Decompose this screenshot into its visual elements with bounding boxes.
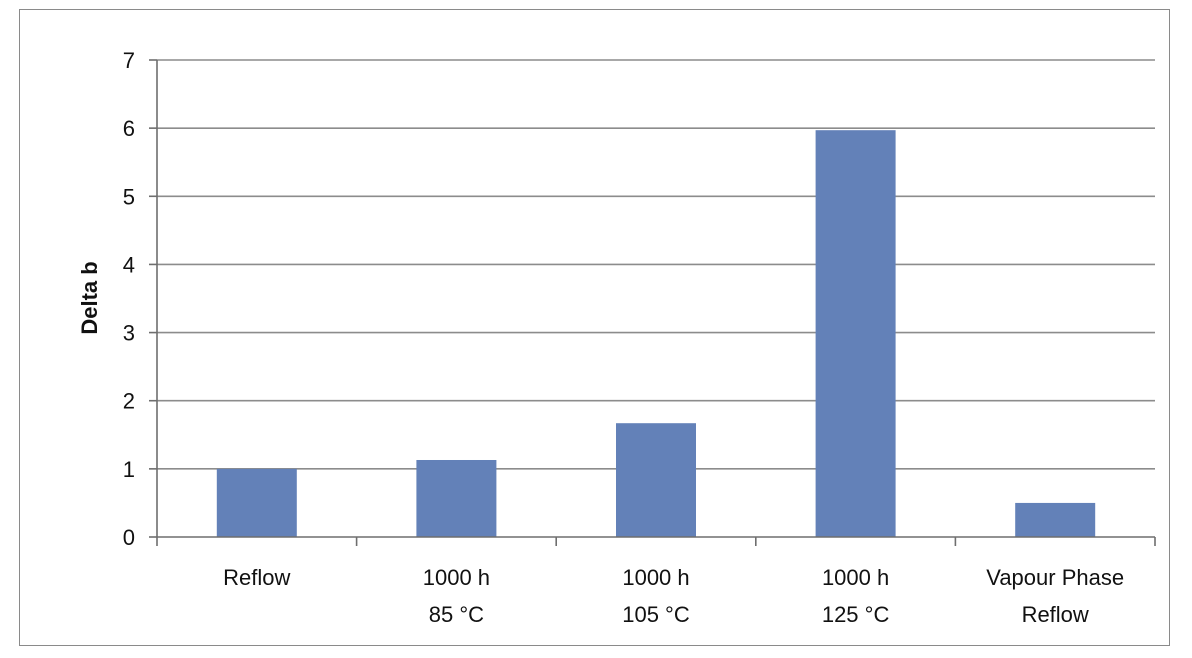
chart-frame	[19, 9, 1170, 646]
y-tick-label: 5	[123, 184, 135, 209]
y-tick-label: 7	[123, 48, 135, 73]
bar	[1015, 502, 1096, 537]
y-tick-labels: 0 1 2 3 4 5 6 7	[123, 48, 135, 550]
x-category-label: Reflow	[1022, 602, 1089, 627]
y-tick-label: 2	[123, 389, 135, 414]
x-category-label: 1000 h	[622, 565, 689, 590]
y-tick-label: 3	[123, 321, 135, 346]
x-category-label: Vapour Phase	[986, 565, 1124, 590]
y-tick-label: 4	[123, 252, 135, 277]
bars	[216, 130, 1096, 538]
bar	[815, 130, 896, 538]
bar	[216, 468, 297, 537]
x-category-label: Reflow	[223, 565, 290, 590]
y-tick-label: 1	[123, 457, 135, 482]
x-category-label: 125 °C	[822, 602, 890, 627]
bar	[616, 423, 696, 537]
x-category-label: 85 °C	[429, 602, 484, 627]
y-tick-label: 6	[123, 116, 135, 141]
y-axis-title: Delta b	[77, 261, 102, 334]
x-category-labels: Reflow 1000 h 85 °C 1000 h 105 °C 1000 h 125 °…	[223, 565, 1124, 627]
x-category-label: 105 °C	[622, 602, 690, 627]
axes	[149, 59, 1156, 546]
x-category-label: 1000 h	[423, 565, 490, 590]
gridlines	[157, 59, 1155, 470]
bar	[416, 459, 497, 537]
x-category-label: 1000 h	[822, 565, 889, 590]
y-tick-label: 0	[123, 525, 135, 550]
